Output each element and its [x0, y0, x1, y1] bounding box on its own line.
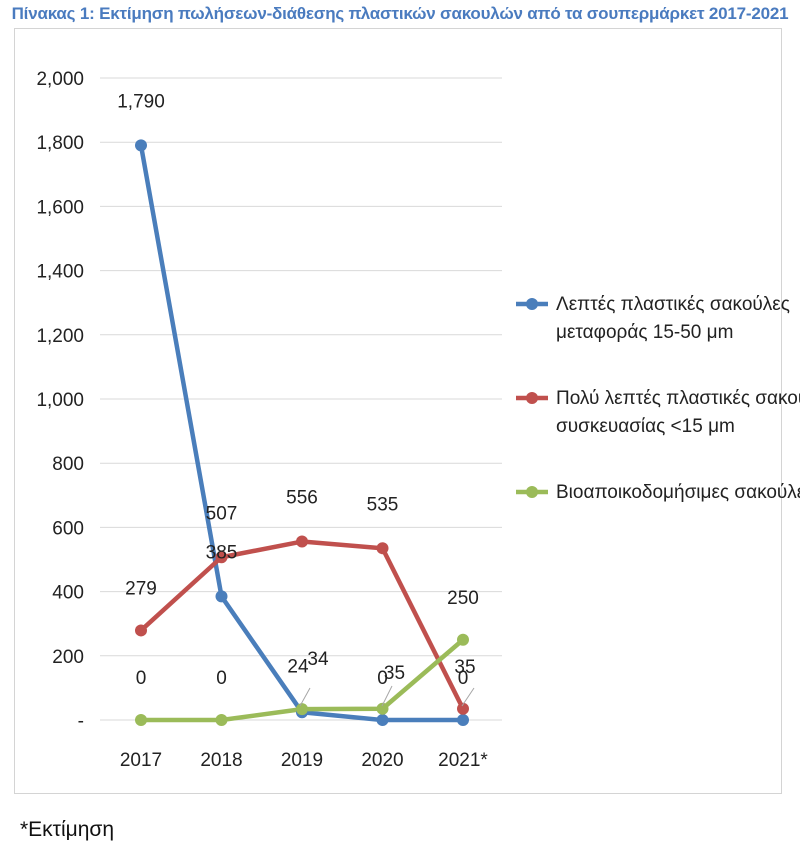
legend: Λεπτές πλαστικές σακούλες μεταφοράς 15-50… — [516, 294, 800, 503]
legend-label: Λεπτές πλαστικές σακούλες — [556, 294, 790, 315]
data-point — [457, 702, 469, 715]
y-tick-label: 1,400 — [36, 262, 84, 283]
footnote: *Εκτίμηση — [20, 818, 115, 841]
data-label: 34 — [307, 649, 329, 670]
y-axis-ticks: - 200 400 600 800 1,000 1,200 1,400 1,600 1,800 2,… — [36, 69, 84, 732]
legend-marker — [526, 298, 538, 310]
data-point — [135, 624, 147, 637]
y-tick-label: 1,600 — [36, 197, 84, 218]
data-point — [296, 703, 308, 716]
data-label: 24 — [287, 656, 309, 677]
y-tick-label: 1,200 — [36, 326, 84, 347]
data-point — [215, 714, 228, 726]
x-tick-label: 2017 — [120, 750, 162, 771]
leader-line — [461, 687, 475, 707]
y-tick-label: 800 — [52, 454, 84, 475]
x-tick-label: 2021* — [438, 750, 488, 771]
data-label: 250 — [447, 588, 479, 609]
y-tick-label: 1,800 — [36, 133, 84, 154]
data-point — [215, 551, 228, 564]
x-tick-label: 2018 — [200, 750, 242, 771]
y-tick-label: - — [78, 711, 84, 732]
legend-label: μεταφοράς 15-50 μm — [556, 322, 733, 343]
data-label: 507 — [206, 503, 238, 524]
data-point — [376, 714, 389, 726]
data-point — [457, 714, 469, 726]
gridlines — [100, 77, 502, 721]
data-label: 535 — [367, 494, 399, 515]
data-label: 35 — [384, 663, 405, 684]
data-label: 556 — [286, 488, 318, 509]
data-label: 385 — [206, 542, 238, 563]
data-label: 0 — [136, 668, 147, 689]
series-lines — [138, 145, 466, 723]
x-axis-ticks: 2017 2018 2019 2020 2021* — [120, 750, 489, 771]
x-tick-label: 2019 — [281, 750, 323, 771]
data-point — [135, 139, 147, 152]
legend-label: Πολύ λεπτές πλαστικές σακούλες — [556, 388, 800, 409]
data-label: 279 — [125, 578, 157, 599]
data-label: 0 — [216, 668, 227, 689]
series-line — [138, 145, 463, 723]
data-label: 0 — [458, 668, 469, 689]
legend-marker — [526, 486, 538, 498]
chart-title: Πίνακας 1: Εκτίμηση πωλήσεων-διάθεσης πλ… — [11, 4, 789, 23]
leader-line — [381, 685, 393, 707]
y-tick-label: 2,000 — [36, 69, 84, 90]
leader-line — [299, 687, 311, 707]
data-label: 1,790 — [117, 91, 165, 112]
legend-label: συσκευασίας <15 μm — [556, 416, 735, 437]
y-tick-label: 200 — [52, 647, 84, 668]
data-point — [376, 542, 389, 555]
data-point — [296, 535, 308, 548]
data-point — [376, 702, 389, 715]
data-point — [215, 590, 228, 603]
y-tick-label: 1,000 — [36, 390, 84, 411]
series-points — [135, 139, 469, 726]
data-point — [457, 633, 469, 646]
legend-label: Βιοαποικοδομήσιμες σακούλες — [556, 482, 800, 503]
data-point — [135, 714, 147, 726]
y-tick-label: 600 — [52, 518, 84, 539]
data-label: 0 — [377, 668, 388, 689]
y-tick-label: 400 — [52, 583, 84, 604]
data-label: 35 — [454, 657, 475, 678]
legend-marker — [526, 392, 538, 404]
chart-frame — [14, 28, 782, 794]
x-tick-label: 2020 — [361, 750, 403, 771]
